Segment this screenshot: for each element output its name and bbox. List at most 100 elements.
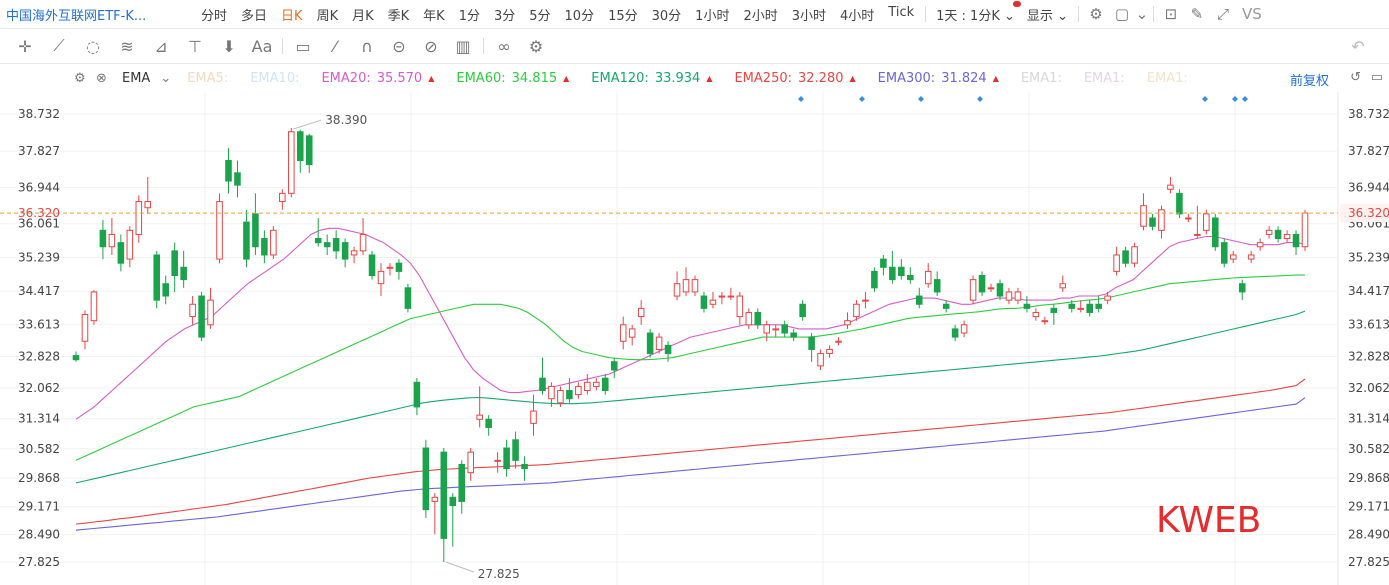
legend-item[interactable]: EMA5: xyxy=(187,71,228,86)
candle-body xyxy=(270,229,277,256)
candle-body xyxy=(691,279,699,293)
y-tick-label-left: 30.582 xyxy=(18,442,60,456)
legend-item[interactable]: EMA1: xyxy=(1147,71,1188,86)
candle-body xyxy=(512,439,519,461)
indicator-settings-icon[interactable]: ⚙ xyxy=(74,70,86,86)
candle-body xyxy=(234,172,241,186)
period-tab[interactable]: 3分 xyxy=(493,8,516,24)
indicator-close-icon[interactable]: ⊗ xyxy=(96,70,107,86)
candle-body xyxy=(619,324,627,342)
legend-item[interactable]: EMA300: 31.824 ▲ xyxy=(878,71,999,86)
link-icon[interactable]: ∞ xyxy=(497,36,511,56)
legend-label: EMA1: xyxy=(1146,70,1188,86)
candle-body xyxy=(494,459,501,462)
fullscreen-icon[interactable]: ⤢ xyxy=(1216,5,1229,23)
chevron-down-icon[interactable]: ⌄ xyxy=(1135,5,1149,23)
period-tab[interactable]: 年K xyxy=(423,8,445,24)
period-tab[interactable]: 周K xyxy=(316,8,339,24)
circle-tool-icon[interactable]: ◌ xyxy=(86,36,100,56)
current-price-tag xyxy=(1340,204,1389,223)
adjust-button[interactable]: 前复权 xyxy=(1289,74,1329,89)
candle-body xyxy=(198,295,205,338)
vs-button[interactable]: VS xyxy=(1241,5,1262,23)
period-tab[interactable]: Tick xyxy=(888,4,915,20)
legend-item[interactable]: EMA250: 32.280 ▲ xyxy=(734,71,855,86)
priceline-tool-icon[interactable]: ⊤ xyxy=(188,36,202,56)
display-dropdown[interactable]: 显示 ⌄ xyxy=(1014,0,1074,24)
candle-body xyxy=(835,340,842,343)
candle-body xyxy=(1301,212,1309,248)
ema-line-ema250 xyxy=(75,378,1306,525)
fib-tool-icon[interactable]: ≋ xyxy=(120,36,134,56)
range-select[interactable]: 1天 : 1分K ⌄ xyxy=(930,0,1021,24)
candle-body xyxy=(700,295,708,309)
up-arrow-icon: ▲ xyxy=(706,73,713,83)
event-marker-icon xyxy=(859,96,865,102)
candle-body xyxy=(323,242,331,248)
event-marker-icon xyxy=(1202,96,1208,102)
legend-item[interactable]: EMA20: 35.570 ▲ xyxy=(321,71,434,86)
period-tab[interactable]: 3小时 xyxy=(791,8,827,24)
y-tick-label-right: 32.062 xyxy=(1348,381,1389,395)
layout-icon[interactable]: ▭ xyxy=(1370,70,1383,85)
tool-group: ✛ ⟋ ◌ ≋ ⊿ ⊤ ⬇ Aa ▭ ⁄ ∩ ⊝ ⊘ ▥ ∞ ⚙ xyxy=(0,36,552,56)
legend-label: EMA5: xyxy=(187,70,229,86)
period-tab[interactable]: 日K xyxy=(281,8,303,24)
candle-body xyxy=(790,332,797,338)
period-tab[interactable]: 1小时 xyxy=(695,8,730,24)
crosshair-icon[interactable]: ✛ xyxy=(18,36,32,56)
divider xyxy=(483,38,484,54)
y-tick-label-left: 34.417 xyxy=(18,284,60,298)
y-tick-label-left: 33.613 xyxy=(18,317,60,331)
candle-body xyxy=(108,233,116,248)
period-tab[interactable]: 月K xyxy=(352,8,374,24)
magnet-icon[interactable]: ∩ xyxy=(361,36,373,56)
candle-body xyxy=(1247,254,1255,260)
text-tool-icon[interactable]: Aa xyxy=(251,36,273,56)
period-tab[interactable]: 30分 xyxy=(651,8,682,24)
period-tab[interactable]: 10分 xyxy=(564,8,595,24)
legend-label: EMA250: xyxy=(734,70,792,86)
settings-icon[interactable]: ⚙ xyxy=(528,36,544,56)
lock-icon[interactable]: ⊝ xyxy=(392,36,406,56)
legend-label: EMA1: xyxy=(1083,70,1125,86)
period-tab[interactable]: 15分 xyxy=(608,8,638,24)
legend-item[interactable]: EMA60: 34.815 ▲ xyxy=(456,71,569,86)
camera-icon[interactable]: ⊡ xyxy=(1164,5,1178,23)
legend-item[interactable]: EMA10: xyxy=(250,71,299,86)
comment-tool-icon[interactable]: ▭ xyxy=(295,36,311,56)
legend-item[interactable]: EMA120: 33.934 ▲ xyxy=(591,71,712,86)
eye-off-icon[interactable]: ⊘ xyxy=(424,36,438,56)
legend-item[interactable]: EMA1: xyxy=(1084,71,1125,86)
candle-body xyxy=(296,131,304,161)
period-tab[interactable]: 5分 xyxy=(529,8,551,24)
candle-body xyxy=(1274,229,1282,240)
period-tab[interactable]: 多日 xyxy=(241,8,268,24)
legend-item[interactable]: EMA1: xyxy=(1021,71,1062,86)
period-tab[interactable]: 季K xyxy=(387,8,410,24)
square-icon[interactable]: ▢ xyxy=(1114,5,1130,23)
up-arrow-icon: ▲ xyxy=(428,73,435,83)
undo-icon[interactable]: ↶ xyxy=(1351,36,1365,56)
candle-body xyxy=(889,266,896,281)
candle-body xyxy=(81,314,89,342)
pen-icon[interactable]: ✎ xyxy=(1190,5,1204,23)
arrow-down-tool-icon[interactable]: ⬇ xyxy=(222,36,236,56)
settings-icon[interactable]: ⚙ xyxy=(1089,5,1103,23)
measure-tool-icon[interactable]: ⊿ xyxy=(154,36,168,56)
candle-body xyxy=(1185,217,1192,220)
candlestick-chart[interactable]: 38.732 38.732 37.827 37.827 36.944 36.944 36.0… xyxy=(0,92,1389,585)
period-tab[interactable]: 4小时 xyxy=(840,8,875,24)
y-tick-label-right: 36.944 xyxy=(1348,180,1389,194)
period-tab[interactable]: 1分 xyxy=(458,8,480,24)
chevron-down-icon[interactable]: ⌄ xyxy=(160,70,172,86)
pencil-icon[interactable]: ⁄ xyxy=(333,36,337,56)
trash-icon[interactable]: ▥ xyxy=(455,36,471,56)
line-tool-icon[interactable]: ⟋ xyxy=(53,36,65,55)
period-tab[interactable]: 2小时 xyxy=(743,8,778,24)
period-tab[interactable]: 分时 xyxy=(201,8,228,24)
instrument-title[interactable]: 中国海外互联网ETF-K... xyxy=(6,8,147,24)
drawing-toolbar: ✛ ⟋ ◌ ≋ ⊿ ⊤ ⬇ Aa ▭ ⁄ ∩ ⊝ ⊘ ▥ ∞ ⚙ ↶ xyxy=(0,29,1389,64)
reset-icon[interactable]: ↺ xyxy=(1350,70,1361,85)
candle-body xyxy=(996,283,1004,297)
